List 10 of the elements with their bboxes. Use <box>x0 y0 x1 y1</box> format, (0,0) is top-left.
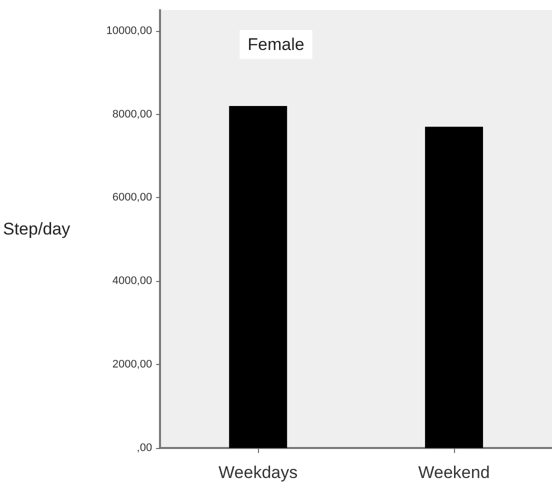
y-tick-label: 6000,00 <box>112 192 152 204</box>
y-tick-label: 8000,00 <box>112 108 152 120</box>
y-tick-label: 4000,00 <box>112 275 152 288</box>
x-tick-label: Weekend <box>418 463 490 482</box>
y-axis-title: Step/day <box>2 220 71 238</box>
x-tick-label: Weekdays <box>218 463 298 482</box>
y-tick-label: ,00 <box>136 442 152 454</box>
y-tick-label: 10000,00 <box>106 24 152 37</box>
text: Female <box>248 35 304 54</box>
y-tick-label: 2000,00 <box>112 358 152 371</box>
